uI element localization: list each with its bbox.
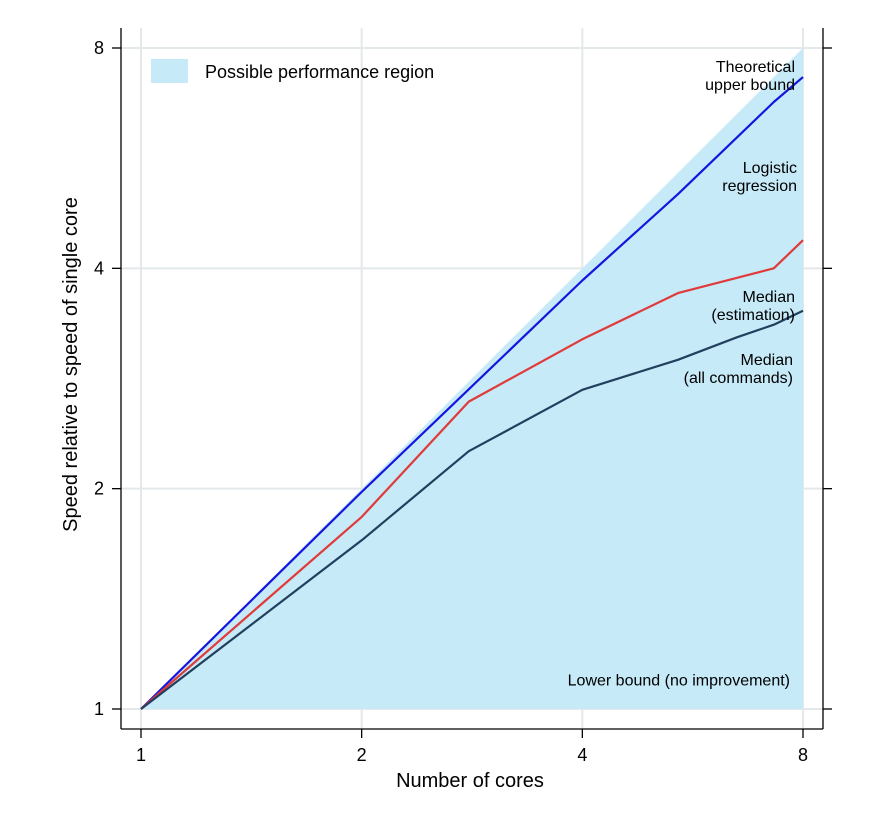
x-tick-label: 4 xyxy=(577,745,587,765)
series-line-3 xyxy=(140,309,804,710)
y-tick-label: 4 xyxy=(94,258,104,278)
annotation-upper: Theoretical xyxy=(716,59,795,76)
y-tick-label: 1 xyxy=(94,699,104,719)
x-axis-label: Number of cores xyxy=(396,770,544,792)
legend-label: Possible performance region xyxy=(205,62,434,82)
x-tick-label: 2 xyxy=(357,745,367,765)
x-tick-label: 1 xyxy=(136,745,146,765)
series-lines xyxy=(140,76,804,710)
y-tick-label: 2 xyxy=(94,479,104,499)
legend: Possible performance region xyxy=(151,59,434,83)
y-axis-label: Speed relative to speed of single core xyxy=(60,197,82,532)
axes xyxy=(112,28,832,738)
legend-swatch xyxy=(151,59,188,83)
annotation-upper: upper bound xyxy=(705,77,795,94)
performance-region xyxy=(141,48,803,709)
annotation-median_est: (estimation) xyxy=(711,307,795,324)
annotation-logistic: Logistic xyxy=(743,160,797,177)
annotation-median_est: Median xyxy=(743,289,795,306)
y-tick-label: 8 xyxy=(94,38,104,58)
annotation-logistic: regression xyxy=(722,178,797,195)
annotation-median_all: (all commands) xyxy=(684,370,793,387)
series-line-1 xyxy=(140,76,804,710)
annotation-lower: Lower bound (no improvement) xyxy=(568,672,790,689)
x-tick-label: 8 xyxy=(798,745,808,765)
annotation-median_all: Median xyxy=(741,352,793,369)
series-line-2 xyxy=(140,239,804,710)
